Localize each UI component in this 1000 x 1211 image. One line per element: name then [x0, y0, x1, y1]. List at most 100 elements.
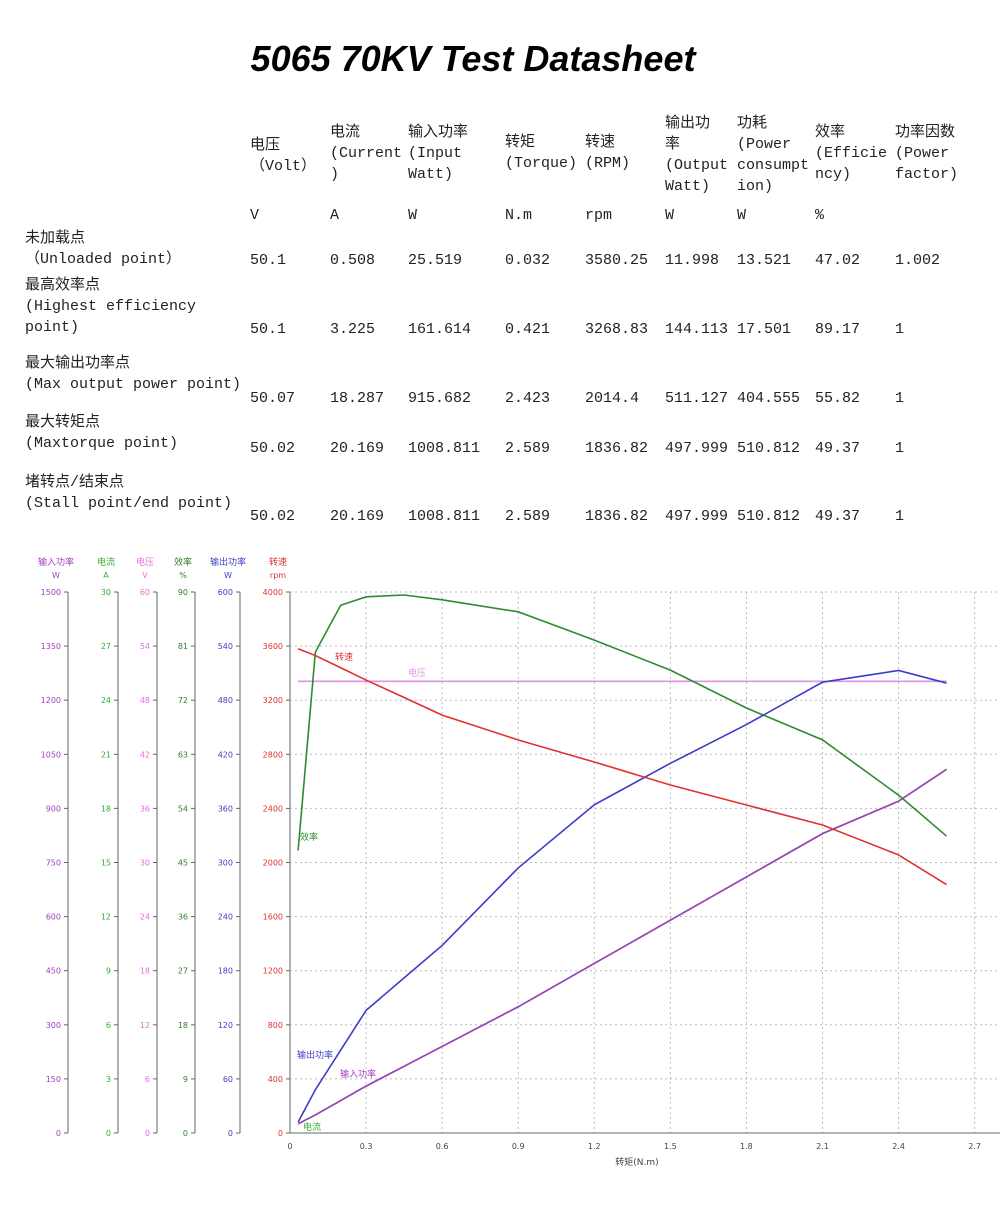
table-value: 55.82	[815, 390, 861, 407]
y-tick-label: 750	[46, 859, 61, 868]
table-value: 2.589	[505, 508, 551, 525]
y-tick-label: 4000	[263, 588, 283, 597]
series-line	[297, 768, 947, 1125]
y-axis-name: 输出功率	[210, 556, 246, 568]
y-tick-label: 30	[140, 859, 150, 868]
table-value: 50.07	[250, 390, 296, 407]
y-tick-label: 540	[218, 642, 233, 651]
series-label: 效率	[300, 831, 318, 843]
y-axis-name: 效率	[174, 556, 192, 568]
unit: V	[250, 207, 260, 224]
table-value: 0.508	[330, 252, 376, 269]
table-value: 0.421	[505, 321, 551, 338]
y-tick-label: 81	[178, 642, 188, 651]
row-label: 未加载点 （Unloaded point）	[25, 230, 182, 268]
table-value: 3.225	[330, 321, 376, 338]
table-value: 25.519	[408, 252, 463, 269]
y-tick-label: 72	[178, 696, 188, 705]
y-axis-unit: W	[52, 571, 60, 580]
y-tick-label: 18	[140, 967, 150, 976]
table-value: 404.555	[737, 390, 801, 407]
table-value: 3580.25	[585, 252, 649, 269]
y-tick-label: 21	[101, 750, 111, 759]
column-header: 电压 （Volt）	[250, 137, 317, 175]
table-value: 497.999	[665, 440, 729, 457]
unit: N.m	[505, 207, 533, 224]
table-value: 1	[895, 390, 905, 407]
y-tick-label: 24	[101, 696, 111, 705]
table-value: 510.812	[737, 440, 801, 457]
table-value: 511.127	[665, 390, 729, 407]
series-label: 输出功率	[297, 1049, 333, 1061]
row-label: 最大输出功率点 (Max output power point)	[25, 355, 242, 393]
table-value: 1836.82	[585, 508, 649, 525]
table-value: 11.998	[665, 252, 720, 269]
y-axis-name: 转速	[269, 556, 287, 568]
table-value: 1836.82	[585, 440, 649, 457]
y-tick-label: 3600	[263, 642, 283, 651]
y-axis-unit: A	[103, 571, 109, 580]
y-tick-label: 0	[145, 1129, 150, 1138]
table-value: 17.501	[737, 321, 792, 338]
table-value: 3268.83	[585, 321, 649, 338]
y-tick-label: 6	[106, 1021, 111, 1030]
x-tick-label: 1.2	[588, 1142, 601, 1151]
y-tick-label: 42	[140, 750, 150, 759]
y-tick-label: 480	[218, 696, 233, 705]
table-value: 89.17	[815, 321, 861, 338]
y-tick-label: 15	[101, 859, 111, 868]
table-value: 50.1	[250, 252, 287, 269]
y-tick-label: 300	[46, 1021, 61, 1030]
series-label: 电压	[408, 667, 426, 679]
x-tick-label: 0.3	[360, 1142, 373, 1151]
table-value: 47.02	[815, 252, 861, 269]
y-tick-label: 400	[268, 1075, 283, 1084]
table-value: 1	[895, 321, 905, 338]
y-tick-label: 0	[278, 1129, 283, 1138]
table-value: 0.032	[505, 252, 551, 269]
y-tick-label: 240	[218, 913, 233, 922]
table-value: 1	[895, 508, 905, 525]
x-tick-label: 0.9	[512, 1142, 525, 1151]
table-value: 13.521	[737, 252, 792, 269]
x-axis-label: 转矩(N.m)	[615, 1156, 658, 1168]
column-header: 输出功 率 (Output Watt)	[665, 115, 729, 195]
table-value: 49.37	[815, 508, 861, 525]
table-value: 1008.811	[408, 508, 481, 525]
y-tick-label: 1050	[41, 750, 61, 759]
row-label: 最高效率点 (Highest efficiency point)	[25, 277, 197, 336]
y-axis-name: 输入功率	[38, 556, 74, 568]
y-tick-label: 0	[183, 1129, 188, 1138]
y-tick-label: 800	[268, 1021, 283, 1030]
table-value: 161.614	[408, 321, 472, 338]
y-tick-label: 150	[46, 1075, 61, 1084]
y-axis-unit: V	[142, 571, 148, 580]
table-value: 497.999	[665, 508, 729, 525]
y-tick-label: 0	[56, 1129, 61, 1138]
y-tick-label: 3200	[263, 696, 283, 705]
y-tick-label: 63	[178, 750, 188, 759]
y-tick-label: 27	[101, 642, 111, 651]
series-line	[297, 594, 948, 851]
y-tick-label: 18	[178, 1021, 188, 1030]
unit: rpm	[585, 207, 613, 224]
table-value: 20.169	[330, 440, 385, 457]
y-tick-label: 0	[228, 1129, 233, 1138]
y-tick-label: 36	[140, 804, 150, 813]
table-value: 1.002	[895, 252, 941, 269]
y-axis-unit: rpm	[270, 571, 286, 580]
row-label: 堵转点/结束点 (Stall point/end point)	[25, 474, 233, 512]
table-value: 915.682	[408, 390, 472, 407]
y-tick-label: 48	[140, 696, 150, 705]
y-tick-label: 2800	[263, 750, 283, 759]
y-tick-label: 900	[46, 804, 61, 813]
x-tick-label: 0.6	[436, 1142, 449, 1151]
y-tick-label: 9	[183, 1075, 188, 1084]
y-tick-label: 18	[101, 804, 111, 813]
unit: W	[737, 207, 747, 224]
y-tick-label: 360	[218, 804, 233, 813]
table-value: 50.02	[250, 508, 296, 525]
table-value: 144.113	[665, 321, 729, 338]
y-tick-label: 12	[101, 913, 111, 922]
table-value: 50.1	[250, 321, 287, 338]
